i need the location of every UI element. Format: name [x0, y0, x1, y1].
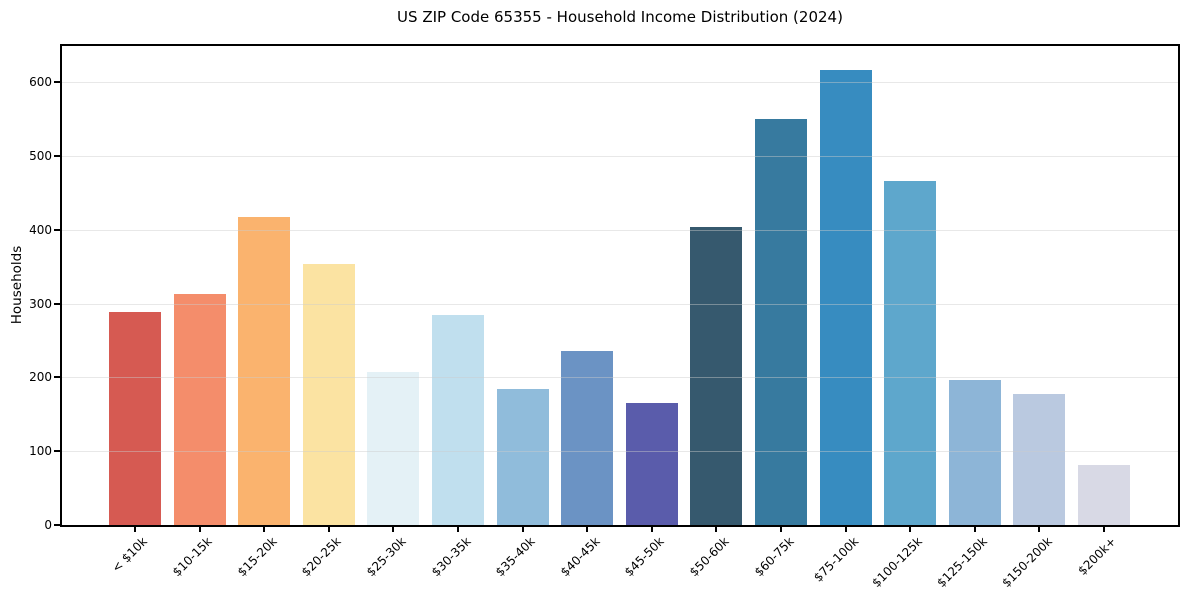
x-tick-label: $200k+: [1075, 534, 1120, 578]
gridline: [62, 156, 1178, 157]
x-tick-mark: [586, 527, 589, 532]
x-tick-label: $75-100k: [810, 534, 861, 585]
gridline: [62, 377, 1178, 379]
y-tick-mark: [54, 155, 60, 157]
y-tick-label: 300: [29, 296, 52, 311]
gridline: [62, 82, 1178, 84]
x-tick-mark: [134, 527, 136, 532]
bar: [948, 379, 1001, 525]
x-tick-mark: [844, 527, 847, 532]
gridline: [62, 451, 1178, 453]
x-tick-mark: [198, 527, 201, 532]
y-tick-mark: [54, 81, 60, 84]
y-tick-label: 500: [29, 149, 52, 163]
bar: [496, 388, 549, 525]
x-tick-mark: [1103, 527, 1105, 532]
bar: [625, 402, 678, 525]
y-tick-label: 0: [44, 518, 52, 532]
x-tick-label: < $10k: [109, 534, 151, 576]
bar: [173, 294, 226, 525]
bar: [755, 119, 807, 525]
x-tick-mark: [780, 527, 782, 532]
x-tick-mark: [909, 527, 912, 532]
x-tick-mark: [263, 527, 266, 532]
bar: [819, 70, 872, 525]
x-tick-mark: [650, 527, 653, 532]
x-tick-label: $45-50k: [622, 534, 668, 580]
y-tick-label: 200: [29, 370, 52, 385]
x-tick-mark: [327, 527, 330, 532]
x-tick-label: $60-75k: [751, 534, 797, 580]
y-tick-label: 400: [29, 222, 52, 237]
bar: [432, 315, 484, 525]
chart-title: US ZIP Code 65355 - Household Income Dis…: [397, 8, 843, 26]
x-tick-mark: [392, 527, 395, 532]
x-tick-label: $10-15k: [169, 534, 215, 580]
gridline: [62, 229, 1178, 231]
x-tick-label: $125-150k: [934, 534, 991, 590]
x-tick-label: $20-25k: [299, 534, 345, 580]
x-tick-label: $100-125k: [869, 534, 926, 590]
y-tick-mark: [54, 524, 60, 526]
bar: [109, 312, 161, 525]
y-tick-mark: [54, 228, 60, 231]
bar: [690, 226, 743, 525]
y-tick-label: 600: [29, 75, 52, 90]
bar: [1013, 394, 1066, 525]
y-tick-mark: [54, 302, 60, 305]
x-tick-mark: [457, 527, 459, 532]
bar: [561, 350, 614, 525]
x-tick-label: $30-35k: [428, 534, 474, 580]
y-tick-mark: [54, 376, 60, 379]
x-tick-label: $150-200k: [998, 534, 1055, 590]
bar: [884, 181, 937, 525]
bar: [1078, 464, 1130, 525]
gridline: [62, 303, 1178, 305]
x-tick-label: $15-20k: [234, 534, 280, 580]
x-tick-mark: [973, 527, 976, 532]
x-tick-label: $25-30k: [363, 534, 409, 580]
x-tick-mark: [521, 527, 524, 532]
bar: [302, 263, 355, 525]
x-tick-label: $35-40k: [492, 534, 538, 580]
x-tick-mark: [1038, 527, 1041, 532]
x-tick-mark: [715, 527, 718, 532]
y-tick-mark: [54, 450, 60, 453]
plot-area: [60, 44, 1180, 527]
x-tick-label: $40-45k: [557, 534, 603, 580]
y-tick-label: 100: [29, 444, 52, 459]
bar: [367, 371, 420, 525]
bar: [238, 217, 291, 525]
x-tick-label: $50-60k: [686, 534, 732, 580]
y-axis-label: Households: [9, 245, 25, 325]
